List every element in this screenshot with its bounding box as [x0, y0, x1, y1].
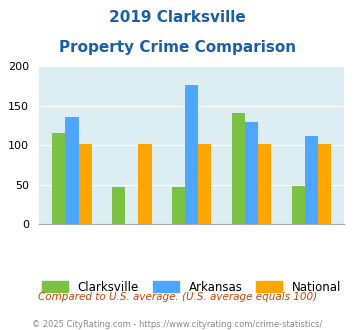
Text: 2019 Clarksville: 2019 Clarksville — [109, 10, 246, 25]
Text: © 2025 CityRating.com - https://www.cityrating.com/crime-statistics/: © 2025 CityRating.com - https://www.city… — [32, 320, 323, 329]
Bar — [112, 187, 125, 224]
Bar — [185, 85, 198, 224]
Bar — [318, 145, 331, 224]
Legend: Clarksville, Arkansas, National: Clarksville, Arkansas, National — [36, 275, 347, 299]
Bar — [232, 113, 245, 224]
Bar — [138, 145, 152, 224]
Text: Compared to U.S. average. (U.S. average equals 100): Compared to U.S. average. (U.S. average … — [38, 292, 317, 302]
Bar — [78, 145, 92, 224]
Bar — [258, 145, 271, 224]
Text: Property Crime Comparison: Property Crime Comparison — [59, 40, 296, 54]
Bar — [172, 187, 185, 224]
Bar — [198, 145, 212, 224]
Bar — [292, 185, 305, 224]
Bar — [52, 133, 65, 224]
Bar — [245, 122, 258, 224]
Bar — [305, 136, 318, 224]
Bar — [65, 117, 78, 224]
